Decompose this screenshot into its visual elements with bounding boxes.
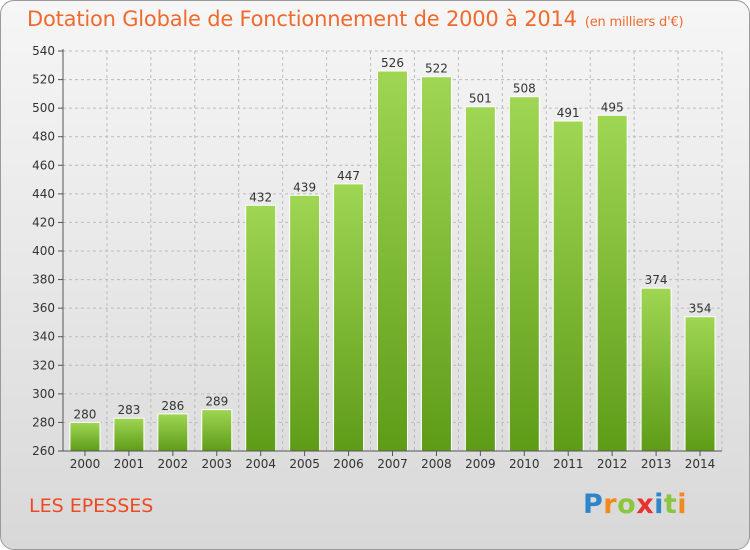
- data-label: 432: [249, 190, 272, 204]
- x-tick-label: 2005: [289, 457, 320, 471]
- logo-letter: i: [654, 489, 664, 520]
- logo-letter: i: [677, 489, 688, 520]
- chart-title: Dotation Globale de Fonctionnement de 20…: [27, 7, 684, 31]
- x-tick-label: 2014: [685, 457, 716, 471]
- x-tick-label: 2008: [421, 457, 452, 471]
- y-tick-label: 420: [32, 215, 55, 229]
- y-tick-label: 380: [32, 273, 55, 287]
- y-tick-label: 440: [32, 187, 55, 201]
- data-label: 495: [601, 100, 624, 114]
- bar: [552, 120, 584, 452]
- bar: [508, 96, 540, 452]
- data-label: 439: [293, 180, 316, 194]
- y-tick-label: 260: [32, 444, 55, 458]
- logo-letter: P: [583, 489, 604, 520]
- data-label: 283: [117, 403, 140, 417]
- x-tick-label: 2007: [377, 457, 408, 471]
- bar-layer: [69, 70, 716, 452]
- bar: [201, 409, 233, 452]
- logo-letter: t: [663, 489, 678, 520]
- bar: [640, 287, 672, 452]
- x-tick-label: 2004: [245, 457, 276, 471]
- y-tick-label: 360: [32, 301, 55, 315]
- x-tick-label: 2001: [114, 457, 145, 471]
- bar: [333, 183, 365, 452]
- x-tick-label: 2006: [333, 457, 364, 471]
- bar: [113, 417, 145, 452]
- chart-title-text: Dotation Globale de Fonctionnement de 20…: [27, 7, 577, 31]
- x-tick-label: 2003: [201, 457, 232, 471]
- bar: [464, 106, 496, 452]
- data-label: 526: [381, 56, 404, 70]
- axis-layer: 260 280 300 320 340 360 380 400 420 440 460 480 500 5…: [32, 44, 722, 471]
- bar: [684, 316, 716, 452]
- logo-letter: o: [617, 489, 637, 520]
- proxiti-logo: Proxiti: [583, 489, 687, 520]
- chart-subtitle: (en milliers d'€): [584, 15, 684, 30]
- logo-letter: r: [603, 489, 618, 520]
- bar: [289, 194, 321, 452]
- data-label: 374: [645, 273, 668, 287]
- bar: [420, 76, 452, 452]
- y-tick-label: 280: [32, 415, 55, 429]
- bar: [377, 70, 408, 452]
- y-tick-label: 400: [32, 244, 55, 258]
- bar: [69, 421, 101, 452]
- y-tick-label: 320: [32, 358, 55, 372]
- y-tick-label: 340: [32, 330, 55, 344]
- logo-letter: x: [636, 489, 655, 520]
- bar: [596, 114, 628, 452]
- label-layer: 280 283 286 289 432 439 447 526 522 501 508 491 495 3…: [74, 56, 712, 421]
- x-tick-label: 2000: [70, 457, 101, 471]
- x-tick-label: 2009: [465, 457, 496, 471]
- y-tick-label: 480: [32, 130, 55, 144]
- y-tick-label: 520: [32, 73, 55, 87]
- data-label: 447: [337, 169, 360, 183]
- data-label: 522: [425, 62, 448, 76]
- y-tick-label: 460: [32, 158, 55, 172]
- bar: [245, 204, 277, 452]
- data-label: 501: [469, 92, 492, 106]
- x-tick-label: 2013: [641, 457, 672, 471]
- data-label: 280: [74, 407, 97, 421]
- x-tick-label: 2012: [597, 457, 628, 471]
- data-label: 289: [205, 395, 228, 409]
- data-label: 508: [513, 82, 536, 96]
- bar: [157, 413, 189, 452]
- y-tick-label: 500: [32, 101, 55, 115]
- x-tick-label: 2011: [553, 457, 584, 471]
- location-name: LES EPESSES: [29, 495, 154, 517]
- x-tick-label: 2010: [509, 457, 540, 471]
- data-label: 491: [557, 106, 580, 120]
- data-label: 354: [689, 302, 712, 316]
- y-tick-label: 300: [32, 387, 55, 401]
- x-tick-label: 2002: [158, 457, 189, 471]
- y-tick-label: 540: [32, 44, 55, 58]
- data-label: 286: [161, 399, 184, 413]
